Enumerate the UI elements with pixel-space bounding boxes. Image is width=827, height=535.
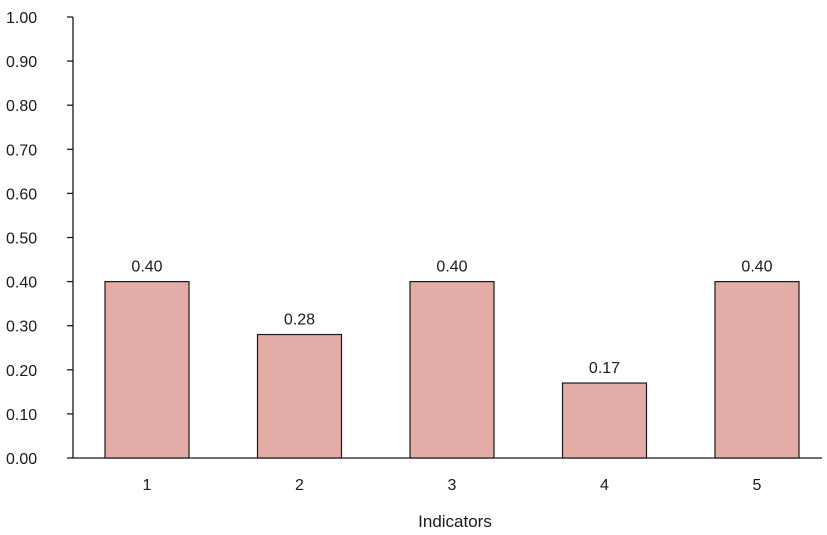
y-axis: 0.00 0.10 0.20 0.30 0.40 0.50 0.60 0.70 0.80 0.90… [6,10,74,468]
bar-value-label: 0.28 [284,312,315,329]
bar-1 [104,281,190,459]
y-tick-label: 1.00 [6,10,37,27]
bar-3 [409,281,495,459]
bar-value-label: 0.17 [589,360,620,377]
y-tick-label: 0.40 [6,275,37,292]
y-tick-label: 0.20 [6,363,37,380]
y-tick-label: 0.00 [6,451,37,468]
x-tick-label: 4 [600,477,609,494]
y-tick-label: 0.60 [6,186,37,203]
bar-value-label: 0.40 [131,259,162,276]
bar-4 [561,382,648,459]
x-tick-label: 2 [295,477,304,494]
x-tick-label: 3 [448,477,457,494]
x-axis-title: Indicators [418,512,492,531]
y-tick-label: 0.10 [6,407,37,424]
value-labels: 0.40 0.28 0.40 0.17 0.40 [131,259,772,377]
bar-value-label: 0.40 [436,259,467,276]
y-tick-label: 0.70 [6,142,37,159]
bar-2 [256,333,343,459]
bar-5 [714,281,800,459]
bar-value-label: 0.40 [741,259,772,276]
x-axis: 1 2 3 4 5 [73,457,822,494]
x-tick-label: 5 [753,477,762,494]
x-tick-label: 1 [143,477,152,494]
y-tick-label: 0.80 [6,98,37,115]
bars [104,281,800,459]
y-tick-label: 0.50 [6,231,37,248]
y-tick-label: 0.30 [6,319,37,336]
y-tick-label: 0.90 [6,54,37,71]
